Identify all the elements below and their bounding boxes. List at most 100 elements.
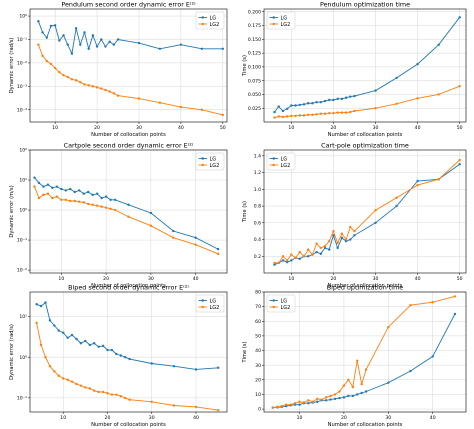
data-point-lg2	[57, 374, 60, 377]
x-tick-label: 20	[103, 276, 109, 282]
x-axis-label: Number of collocation points	[91, 283, 166, 289]
data-point-lg2	[110, 393, 114, 396]
data-point-lg	[110, 348, 114, 352]
data-point-lg2	[127, 215, 130, 218]
y-tick-label: 10⁻²	[17, 268, 27, 274]
data-point-lg	[458, 163, 461, 166]
data-point-lg2	[106, 392, 109, 395]
data-point-lg2	[302, 401, 306, 404]
legend-label-lg2: LG2	[281, 305, 291, 311]
data-point-lg2	[374, 107, 377, 110]
data-point-lg2	[347, 378, 350, 382]
data-point-lg2	[87, 84, 90, 87]
data-point-lg2	[35, 321, 38, 325]
plot-frame	[263, 291, 467, 413]
data-point-lg	[87, 47, 90, 50]
data-point-lg2	[42, 193, 45, 197]
data-point-lg2	[84, 386, 87, 389]
data-point-lg2	[315, 113, 318, 116]
y-tick-label: 40	[255, 348, 261, 354]
x-tick-label: 10	[60, 415, 66, 421]
data-point-lg2	[320, 398, 323, 401]
data-point-lg	[453, 312, 457, 316]
data-point-lg2	[281, 115, 285, 119]
legend-marker-lg	[201, 157, 204, 160]
legend-marker-lg	[272, 299, 275, 302]
data-point-lg	[104, 45, 107, 48]
chart-2: 10 20 30 40 50 0.025 0.050 0.075 0.100 0.125 0.150…	[242, 1, 467, 138]
data-point-lg2	[271, 406, 275, 409]
y-tick-label: 1.0	[254, 187, 261, 193]
data-point-lg2	[60, 198, 63, 201]
data-point-lg2	[276, 405, 279, 409]
data-point-lg	[44, 301, 47, 304]
data-point-lg	[87, 190, 90, 194]
data-point-lg	[356, 393, 359, 396]
x-tick-label: 30	[373, 276, 379, 282]
data-point-lg2	[73, 199, 76, 203]
data-point-lg	[336, 246, 339, 250]
y-tick-label: 0.100	[248, 64, 261, 70]
data-point-lg2	[109, 207, 112, 211]
x-tick-label: 10	[288, 125, 294, 131]
x-axis-label: Number of collocation points	[91, 132, 166, 138]
data-point-lg2	[194, 243, 197, 246]
data-point-lg2	[79, 384, 83, 387]
data-point-lg	[374, 221, 377, 224]
y-tick-label: 0.150	[248, 37, 261, 43]
data-point-lg	[128, 357, 131, 361]
data-point-lg	[344, 96, 348, 99]
data-point-lg	[78, 189, 81, 192]
data-point-lg	[70, 52, 74, 55]
data-point-lg	[149, 211, 153, 215]
data-point-lg	[104, 195, 108, 198]
data-point-lg2	[44, 355, 47, 359]
data-point-lg2	[323, 245, 327, 248]
data-point-lg	[216, 366, 220, 369]
chart-5: 10 20 30 40 10⁻¹ 10⁰ 10¹ Biped second order dyn…	[9, 284, 228, 428]
data-point-lg2	[273, 116, 276, 119]
data-point-lg2	[128, 398, 131, 401]
data-point-lg	[353, 234, 356, 237]
data-point-lg	[294, 104, 297, 107]
x-axis-label: Number of collocation points	[328, 283, 403, 289]
data-point-lg2	[315, 242, 318, 245]
legend-label-lg: LG	[210, 15, 217, 21]
series-line-lg2	[37, 44, 223, 116]
data-point-lg2	[216, 252, 220, 255]
data-point-lg2	[302, 114, 306, 117]
data-point-lg2	[277, 261, 280, 265]
data-point-lg	[92, 342, 96, 345]
data-point-lg	[108, 40, 111, 43]
data-point-lg2	[115, 393, 118, 396]
data-point-lg2	[200, 108, 204, 111]
x-tick-label: 40	[178, 125, 184, 131]
series-line-lg2	[274, 85, 460, 119]
data-point-lg	[416, 179, 419, 183]
data-point-lg	[332, 98, 335, 102]
data-point-lg2	[37, 196, 41, 200]
legend-label-lg: LG	[281, 156, 288, 162]
data-point-lg	[328, 98, 331, 102]
data-point-lg2	[62, 73, 65, 77]
data-point-lg	[55, 185, 59, 188]
data-point-lg2	[78, 200, 81, 203]
data-point-lg2	[113, 208, 117, 212]
data-point-lg	[179, 43, 183, 46]
data-point-lg2	[458, 158, 461, 162]
x-axis-label: Number of collocation points	[91, 422, 166, 428]
y-tick-label: 10⁻⁴	[17, 107, 27, 113]
data-point-lg2	[387, 325, 390, 329]
data-point-lg2	[104, 88, 107, 92]
x-tick-label: 10	[52, 125, 58, 131]
data-point-lg2	[437, 93, 440, 96]
data-point-lg2	[290, 114, 293, 118]
legend-marker-lg2	[201, 305, 204, 309]
data-point-lg	[338, 396, 341, 400]
data-point-lg2	[328, 111, 331, 115]
data-point-lg	[95, 45, 99, 48]
data-point-lg	[349, 95, 352, 98]
data-point-lg2	[70, 78, 74, 81]
data-point-lg	[57, 329, 60, 332]
